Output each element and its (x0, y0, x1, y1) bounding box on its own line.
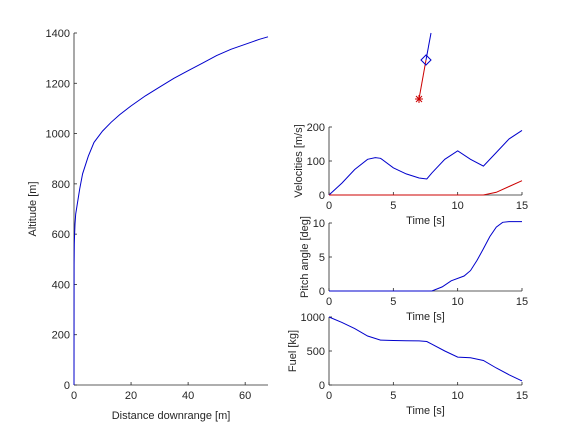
x-tick-label: 0 (326, 296, 332, 308)
x-tick-label: 5 (390, 296, 396, 308)
y-tick-label: 800 (52, 179, 70, 191)
y-tick-label: 1400 (46, 28, 70, 40)
x-tick-label: 60 (239, 390, 251, 402)
y-tick-label: 0 (64, 380, 70, 392)
x-axis-label: Distance downrange [m] (112, 410, 231, 422)
chart-fuel: 0 5 10 15 0 500 1000 Time [s] Fuel [kg] (287, 312, 528, 417)
chart-pitch: 0 5 10 15 0 5 10 Time [s] Pitch angle [deg] (299, 216, 528, 323)
series-line-0 (73, 36, 269, 386)
rocket-thrust-line (418, 59, 427, 100)
y-tick-label: 100 (307, 156, 325, 168)
rocket-diamond-marker (420, 54, 432, 66)
x-tick-label: 40 (182, 390, 194, 402)
x-tick-label: 5 (390, 200, 396, 212)
y-axis-label: Pitch angle [deg] (299, 216, 311, 298)
y-tick-label: 1200 (46, 78, 70, 90)
x-tick-label: 20 (125, 390, 137, 402)
x-tick-label: 0 (326, 390, 332, 402)
y-tick-label: 200 (52, 330, 70, 342)
x-tick-label: 15 (516, 200, 528, 212)
x-tick-label: 0 (71, 390, 77, 402)
y-tick-label: 5 (319, 252, 325, 264)
y-tick-label: 400 (52, 279, 70, 291)
y-tick-label: 0 (319, 286, 325, 298)
x-tick-label: 15 (516, 296, 528, 308)
y-tick-label: 600 (52, 229, 70, 241)
y-tick-label: 1000 (301, 312, 325, 324)
y-tick-label: 200 (307, 122, 325, 134)
y-tick-label: 1000 (46, 129, 70, 141)
series-line-0 (328, 129, 523, 196)
y-tick-label: 500 (307, 346, 325, 358)
x-tick-label: 15 (516, 390, 528, 402)
y-axis-label: Altitude [m] (27, 181, 39, 236)
series-line-0 (328, 316, 523, 382)
x-tick-label: 0 (326, 200, 332, 212)
y-axis-label: Fuel [kg] (287, 330, 299, 372)
rocket-star-marker (415, 95, 423, 103)
x-tick-label: 10 (452, 200, 464, 212)
y-tick-label: 10 (313, 218, 325, 230)
series-line-1 (329, 180, 523, 196)
chart-velocities: 0 5 10 15 0 100 200 Time [s] Velocities [m/s] (293, 122, 528, 227)
series-line-0 (329, 221, 522, 292)
x-tick-label: 5 (390, 390, 396, 402)
x-tick-label: 10 (452, 390, 464, 402)
x-axis-label: Time [s] (406, 405, 445, 417)
y-axis-label: Velocities [m/s] (293, 124, 305, 197)
x-tick-label: 10 (452, 296, 464, 308)
x-axis-label: Time [s] (406, 215, 445, 227)
chart-trajectory: 0 20 40 600200400600800100012001400Distance… (27, 28, 269, 422)
x-axis-label: Time [s] (406, 311, 445, 323)
y-tick-label: 0 (319, 380, 325, 392)
y-tick-label: 0 (319, 190, 325, 202)
rocket-icon (415, 32, 432, 103)
